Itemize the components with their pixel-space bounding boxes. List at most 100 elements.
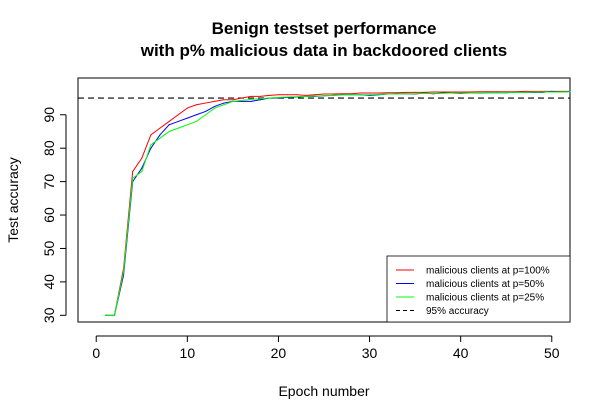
- data-point: [177, 127, 179, 129]
- data-point: [123, 271, 125, 273]
- data-point: [350, 93, 352, 95]
- data-point: [241, 97, 243, 99]
- data-point: [514, 91, 516, 93]
- x-axis-label: Epoch number: [278, 383, 369, 399]
- data-point: [168, 124, 170, 126]
- legend-label: 95% accuracy: [426, 306, 489, 317]
- data-point: [460, 91, 462, 93]
- y-tick-label: 60: [41, 207, 57, 223]
- y-tick-label: 90: [41, 107, 57, 123]
- data-point: [478, 92, 480, 94]
- data-point: [478, 91, 480, 93]
- data-point: [259, 98, 261, 100]
- y-tick-label: 30: [41, 307, 57, 323]
- x-tick-label: 40: [453, 345, 469, 361]
- x-tick-label: 0: [92, 345, 100, 361]
- legend-box: [386, 255, 571, 323]
- data-point: [296, 94, 298, 96]
- data-point: [350, 94, 352, 96]
- data-point: [104, 314, 106, 316]
- series-line-0: [105, 90, 570, 316]
- data-point: [523, 91, 525, 93]
- data-point: [460, 92, 462, 94]
- data-point: [223, 99, 225, 101]
- x-axis: 0 10 20 30 40 50: [92, 335, 560, 361]
- data-point: [432, 91, 434, 93]
- data-point: [505, 91, 507, 93]
- data-point: [551, 91, 553, 93]
- data-point: [132, 177, 134, 179]
- data-point: [341, 93, 343, 95]
- data-point: [159, 127, 161, 129]
- data-point: [469, 91, 471, 93]
- y-tick-label: 50: [41, 240, 57, 256]
- series-layer: [104, 90, 571, 316]
- data-point: [451, 92, 453, 94]
- data-point: [332, 93, 334, 95]
- data-point: [441, 92, 443, 94]
- data-point: [241, 99, 243, 101]
- data-point: [359, 92, 361, 94]
- data-point: [569, 91, 571, 93]
- data-point: [305, 95, 307, 97]
- data-point: [214, 100, 216, 102]
- data-point: [232, 99, 234, 101]
- data-point: [186, 124, 188, 126]
- data-point: [451, 91, 453, 93]
- data-point: [487, 92, 489, 94]
- data-point: [469, 92, 471, 94]
- data-point: [232, 100, 234, 102]
- data-point: [214, 107, 216, 109]
- data-point: [177, 114, 179, 116]
- data-point: [378, 92, 380, 94]
- data-point: [195, 114, 197, 116]
- data-point: [496, 91, 498, 93]
- data-point: [150, 144, 152, 146]
- data-point: [441, 91, 443, 93]
- data-point: [542, 91, 544, 93]
- data-point: [414, 93, 416, 95]
- data-point: [205, 102, 207, 104]
- x-tick-label: 10: [180, 345, 196, 361]
- data-point: [205, 114, 207, 116]
- data-point: [141, 171, 143, 173]
- data-point: [195, 104, 197, 106]
- data-point: [405, 91, 407, 93]
- data-point: [141, 157, 143, 159]
- x-tick-label: 30: [362, 345, 378, 361]
- legend-label: malicious clients at p=25%: [426, 293, 544, 304]
- data-point: [296, 96, 298, 98]
- data-point: [423, 92, 425, 94]
- data-point: [341, 94, 343, 96]
- data-point: [359, 94, 361, 96]
- data-point: [305, 94, 307, 96]
- data-point: [250, 95, 252, 97]
- data-point: [168, 120, 170, 122]
- data-point: [186, 117, 188, 119]
- data-point: [186, 107, 188, 109]
- data-point: [113, 314, 115, 316]
- data-point: [223, 102, 225, 104]
- data-point: [314, 95, 316, 97]
- data-point: [387, 92, 389, 94]
- data-point: [369, 92, 371, 94]
- data-point: [414, 91, 416, 93]
- data-point: [378, 93, 380, 95]
- series-line-2: [105, 91, 571, 316]
- data-point: [560, 91, 562, 93]
- data-point: [214, 105, 216, 107]
- y-tick-label: 80: [41, 140, 57, 156]
- data-point: [523, 90, 525, 92]
- data-point: [141, 167, 143, 169]
- data-point: [487, 91, 489, 93]
- chart-title: Benign testset performance: [212, 19, 437, 38]
- data-point: [369, 94, 371, 96]
- data-point: [323, 95, 325, 97]
- data-point: [432, 92, 434, 94]
- data-point: [287, 96, 289, 98]
- data-point: [396, 92, 398, 94]
- data-point: [195, 120, 197, 122]
- x-tick-label: 50: [544, 345, 560, 361]
- data-point: [332, 94, 334, 96]
